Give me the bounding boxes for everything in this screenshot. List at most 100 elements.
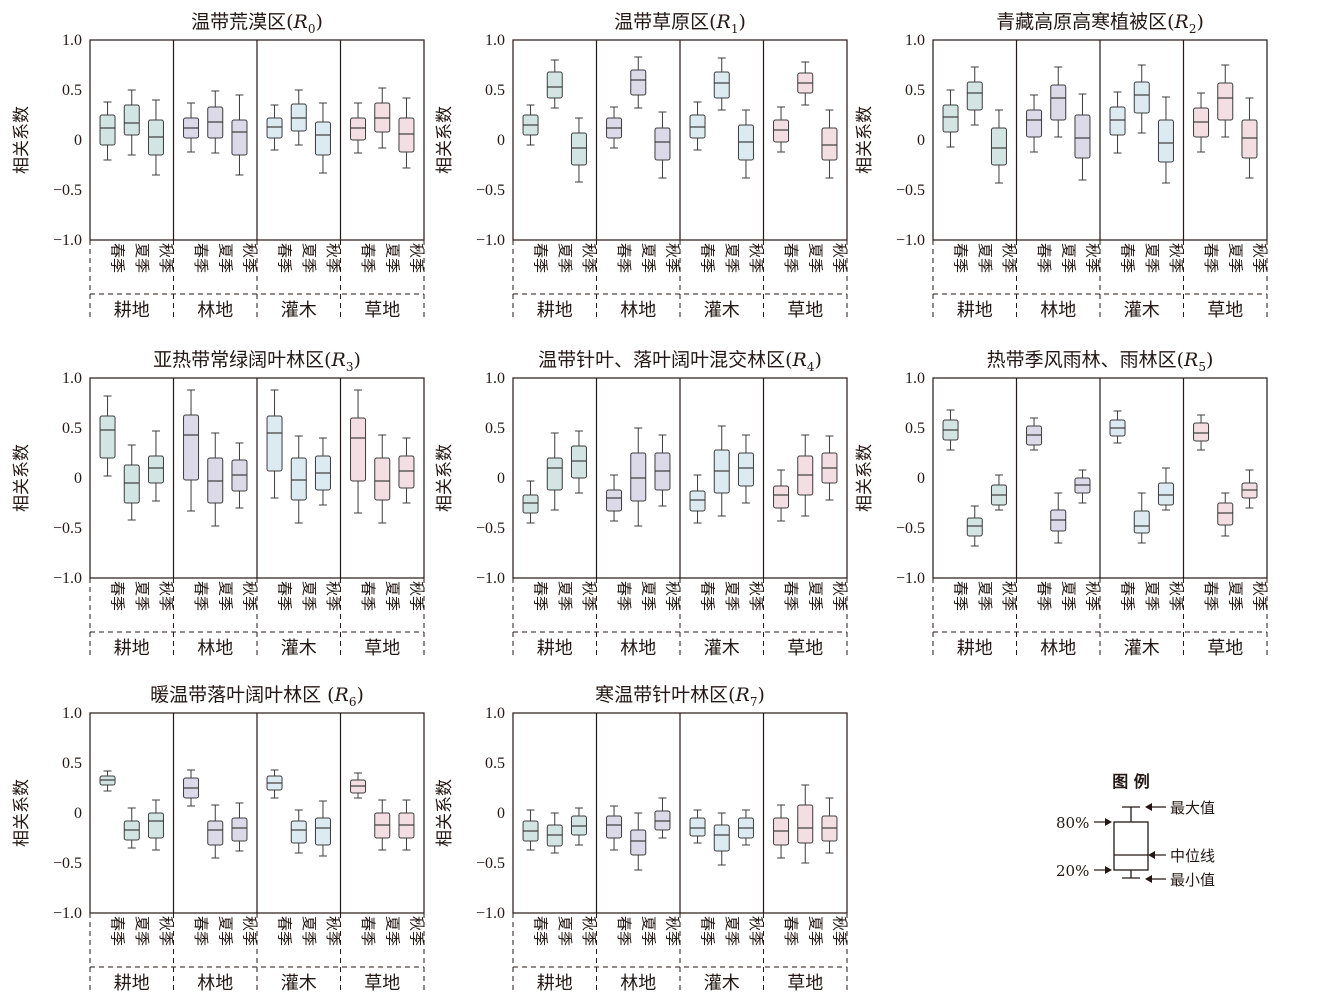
season-label: 春季 [532, 581, 550, 611]
box-耕地-夏季 [123, 89, 140, 156]
landcover-label: 耕地 [957, 638, 993, 659]
box-林地-秋季 [231, 94, 248, 176]
season-label: 夏季 [723, 916, 741, 946]
box-灌木-夏季 [1133, 64, 1150, 134]
season-label: 夏季 [383, 581, 401, 611]
legend-p20-label: 20% [1056, 862, 1089, 880]
title-variable: R [1183, 349, 1198, 371]
y-tick-label: −0.5 [896, 182, 925, 199]
box-草地-春季 [1193, 92, 1210, 153]
box-灌木-夏季 [1133, 492, 1150, 544]
box-body [1157, 119, 1174, 163]
season-label: 夏季 [383, 916, 401, 946]
y-tick-label: 0.5 [905, 420, 925, 437]
title-suffix: ) [353, 349, 360, 371]
box-body [314, 121, 331, 156]
season-label: 秋季 [324, 243, 342, 273]
box-body [398, 117, 415, 153]
legend-box [1113, 821, 1149, 871]
season-label: 秋季 [407, 916, 425, 946]
box-body [1241, 119, 1258, 159]
season-label: 春季 [276, 581, 294, 611]
legend-arrow-icon-p80 [1094, 818, 1112, 826]
box-body [606, 489, 623, 512]
season-label: 春季 [952, 243, 970, 273]
season-label: 夏季 [1143, 581, 1161, 611]
box-body [1193, 422, 1210, 442]
box-body [630, 829, 647, 856]
season-label: 春季 [1202, 243, 1220, 273]
box-耕地-夏季 [546, 812, 563, 854]
season-label: 秋季 [324, 581, 342, 611]
box-草地-春季 [773, 804, 790, 859]
season-label: 夏季 [556, 581, 574, 611]
season-label: 夏季 [1143, 243, 1161, 273]
box-林地-春季 [183, 769, 200, 807]
box-耕地-春季 [522, 480, 539, 524]
title-suffix: ) [1196, 11, 1203, 33]
box-草地-春季 [773, 106, 790, 153]
title-suffix: ) [356, 684, 363, 706]
box-林地-秋季 [231, 442, 248, 509]
season-label: 夏季 [639, 581, 657, 611]
legend-arrow-icon-max [1145, 803, 1166, 811]
season-label: 春季 [615, 243, 633, 273]
season-label: 春季 [359, 243, 377, 273]
box-草地-秋季 [398, 437, 415, 504]
box-body [570, 445, 587, 479]
y-tick-label: 1.0 [62, 705, 82, 722]
title-subscript: 3 [346, 360, 354, 374]
season-label: 秋季 [324, 916, 342, 946]
box-body [713, 71, 730, 99]
landcover-label: 林地 [197, 300, 233, 321]
box-耕地-秋季 [147, 430, 164, 502]
box-林地-春季 [606, 474, 623, 522]
title-prefix: 温带针叶、落叶阔叶混交林区( [538, 349, 792, 371]
legend-title: 图 例 [1112, 772, 1150, 791]
title-prefix: 寒温带针叶林区( [595, 684, 735, 706]
y-tick-label: 0 [74, 132, 82, 149]
title-subscript: 1 [731, 22, 739, 36]
box-灌木-秋季 [314, 102, 331, 174]
y-tick-label: 1.0 [485, 32, 505, 49]
title-prefix: 亚热带常绿阔叶林区( [153, 349, 331, 371]
season-label: 秋季 [157, 243, 175, 273]
box-草地-夏季 [1217, 492, 1234, 537]
panel-title: 暖温带落叶阔叶林区 (R6) [150, 684, 364, 709]
box-body [350, 117, 367, 141]
box-耕地-夏季 [123, 807, 140, 849]
y-tick-label: −1.0 [896, 570, 925, 587]
season-label: 夏季 [300, 916, 318, 946]
y-axis-label: 相关系数 [435, 106, 455, 174]
box-灌木-春季 [266, 769, 283, 799]
y-tick-label: 0 [917, 470, 925, 487]
box-body [713, 824, 730, 852]
landcover-label: 耕地 [537, 973, 573, 994]
season-label: 春季 [192, 916, 210, 946]
season-label: 秋季 [747, 243, 765, 273]
title-suffix: ) [315, 11, 322, 33]
season-label: 夏季 [300, 581, 318, 611]
box-body [207, 820, 224, 846]
season-label: 秋季 [240, 916, 258, 946]
plot-frame [932, 39, 1268, 241]
box-草地-秋季 [821, 797, 838, 854]
y-tick-label: 0.5 [485, 420, 505, 437]
box-灌木-秋季 [1157, 96, 1174, 184]
box-林地-夏季 [1050, 66, 1067, 138]
season-label: 夏季 [216, 243, 234, 273]
box-灌木-秋季 [314, 800, 331, 857]
season-label: 夏季 [300, 243, 318, 273]
title-prefix: 青藏高原高寒植被区( [996, 11, 1174, 33]
box-灌木-春季 [1109, 410, 1126, 444]
box-林地-夏季 [630, 56, 647, 109]
title-prefix: 热带季风雨林、雨林区( [987, 349, 1184, 371]
landcover-label: 灌木 [1124, 300, 1160, 321]
box-body [266, 117, 283, 139]
y-tick-label: −0.5 [53, 520, 82, 537]
box-body [821, 127, 838, 161]
y-tick-label: 0 [74, 470, 82, 487]
season-label: 夏季 [976, 581, 994, 611]
